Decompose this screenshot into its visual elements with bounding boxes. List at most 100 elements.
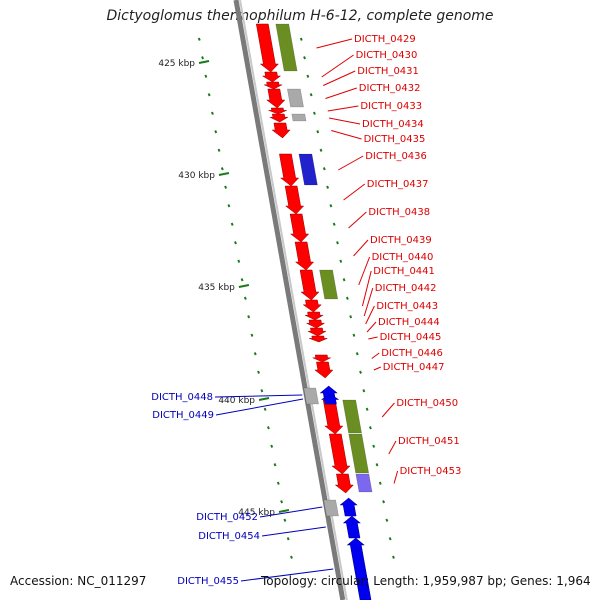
gene-label: DICTH_0433: [360, 101, 422, 112]
guide-dot: [250, 333, 254, 337]
cog-category-box: [323, 499, 339, 517]
gene-label: DICTH_0450: [396, 398, 458, 409]
gene-label-leader: [361, 270, 372, 307]
guide-dot: [392, 555, 395, 559]
gene-label-leader: [338, 155, 364, 171]
guide-dot: [201, 56, 204, 60]
guide-dot: [211, 111, 214, 115]
gene-label-leader: [331, 130, 362, 140]
gene-arrow-forward: [307, 327, 327, 337]
guide-dot: [349, 315, 353, 319]
gene-label-leader: [321, 54, 354, 78]
cog-category-box: [355, 473, 373, 493]
guide-dot: [260, 389, 264, 393]
gene-arrow-forward: [299, 269, 320, 301]
scale-tick: [198, 60, 210, 64]
gene-label: DICTH_0445: [380, 332, 442, 343]
cog-category-box: [298, 153, 318, 186]
guide-dot: [197, 37, 201, 41]
guide-dot: [207, 93, 211, 97]
guide-dot: [303, 56, 306, 60]
guide-dot: [273, 463, 277, 467]
guide-dot: [257, 370, 260, 374]
gene-label: DICTH_0429: [354, 34, 416, 45]
gene-arrow-forward: [302, 299, 322, 313]
gene-arrow-forward: [284, 185, 305, 215]
gene-label-leader: [261, 526, 326, 537]
gene-label-leader: [353, 239, 369, 257]
guide-dot: [372, 444, 376, 448]
gene-label: DICTH_0451: [398, 436, 460, 447]
guide-dot: [339, 259, 343, 263]
gene-arrow-forward: [322, 399, 344, 435]
scale-guide-left: [197, 37, 293, 559]
gene-arrow-forward: [261, 71, 282, 83]
scale-tick-label: 435 kbp: [198, 283, 235, 293]
gene-arrow-forward: [312, 354, 331, 363]
guide-dot: [240, 278, 244, 282]
guide-dot: [368, 426, 372, 430]
guide-dot: [234, 241, 237, 245]
gene-label: DICTH_0455: [177, 576, 239, 587]
scale-tick-label: 445 kbp: [238, 508, 275, 518]
gene-label-leader: [365, 305, 375, 325]
guide-dot: [227, 204, 231, 208]
cog-category-box: [286, 88, 304, 108]
cog-category-box: [291, 113, 307, 122]
gene-label: DICTH_0447: [383, 362, 445, 373]
gene-arrow-forward: [314, 361, 334, 379]
gene-label-leader: [214, 394, 303, 398]
gene-label: DICTH_0444: [378, 317, 440, 328]
guide-dot: [309, 93, 313, 97]
cog-category-box: [303, 387, 319, 405]
gene-arrow-forward: [255, 23, 279, 73]
gene-label: DICTH_0430: [356, 50, 418, 61]
guide-dot: [365, 407, 369, 411]
gene-label: DICTH_0435: [364, 134, 426, 145]
gene-label: DICTH_0442: [375, 283, 437, 294]
gene-label: DICTH_0453: [400, 466, 462, 477]
guide-dot: [263, 407, 267, 411]
scale-tick: [258, 397, 270, 401]
gene-label: DICTH_0434: [362, 119, 424, 130]
gene-arrow-forward: [279, 153, 300, 187]
gene-arrow-forward: [294, 241, 315, 271]
guide-dot: [319, 148, 323, 152]
guide-dot: [332, 222, 336, 226]
gene-arrow-forward: [269, 113, 289, 123]
accession-label: Accession: NC_011297: [10, 574, 147, 588]
gene-arrow-forward: [309, 335, 328, 343]
guide-dot: [359, 370, 362, 374]
gene-label-leader: [316, 38, 353, 49]
guide-dot: [378, 481, 382, 485]
guide-dot: [329, 204, 333, 208]
guide-dot: [286, 537, 290, 541]
guide-dot: [280, 500, 284, 504]
gene-label: DICTH_0448: [151, 392, 213, 403]
guide-dot: [283, 518, 287, 522]
map-title: Dictyoglomus thermophilum H-6-12, comple…: [106, 8, 494, 24]
gene-label-leader: [323, 70, 356, 86]
gene-arrow-forward: [271, 122, 291, 139]
gene-label: DICTH_0438: [368, 207, 430, 218]
guide-dot: [270, 444, 274, 448]
gene-label-leader: [371, 352, 380, 359]
guide-dot: [237, 259, 241, 263]
guide-dot: [313, 111, 316, 115]
scale-guide-right: [299, 37, 395, 559]
guide-dot: [375, 463, 379, 467]
gene-label: DICTH_0441: [373, 266, 435, 277]
gene-arrow-forward: [263, 81, 283, 90]
gene-label: DICTH_0452: [196, 512, 258, 523]
gene-label-leader: [381, 402, 395, 418]
gene-label: DICTH_0449: [152, 410, 214, 421]
gene-label: DICTH_0439: [370, 235, 432, 246]
gene-arrow-forward: [289, 213, 310, 243]
gene-label-leader: [325, 87, 357, 99]
gene-arrow-reverse: [320, 393, 340, 405]
cog-category-box: [319, 269, 339, 300]
gene-label: DICTH_0431: [357, 66, 419, 77]
gene-label-leader: [215, 398, 304, 416]
gene-label-leader: [348, 211, 367, 229]
guide-dot: [352, 333, 356, 337]
